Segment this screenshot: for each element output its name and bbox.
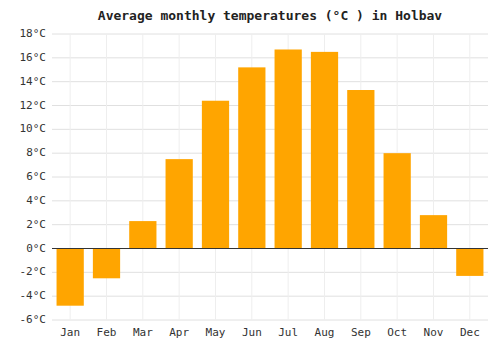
y-tick-label: 4°C	[26, 194, 46, 207]
x-tick-label: Jun	[242, 326, 262, 339]
y-grid-line	[52, 129, 488, 130]
y-grid-line	[52, 57, 488, 58]
x-tick-label: Feb	[97, 326, 117, 339]
y-tick-label: 10°C	[20, 122, 47, 135]
x-tick-label: Jan	[60, 326, 80, 339]
x-grid-line	[433, 34, 434, 320]
bar	[347, 90, 374, 248]
y-tick-label: 0°C	[26, 242, 46, 255]
chart-container: -6°C -4°C -2°C 0°C 2°C 4°C 6°C 8°C 10°C 12°C 14°C 1…	[0, 0, 500, 350]
x-tick-label: Mar	[133, 326, 153, 339]
y-tick-label: 16°C	[20, 51, 47, 64]
y-grid-line	[52, 153, 488, 154]
y-grid-line	[52, 34, 488, 35]
x-tick-label: May	[206, 326, 226, 339]
x-tick-label: Oct	[387, 326, 407, 339]
y-tick-label: 18°C	[20, 27, 47, 40]
bars	[57, 49, 484, 305]
x-tick-label: Sep	[351, 326, 371, 339]
x-grid-line	[142, 34, 143, 320]
title: Average monthly temperatures (°C ) in Ho…	[98, 8, 443, 23]
bar	[456, 249, 483, 276]
bar	[202, 101, 229, 249]
x-tick-label: Jul	[278, 326, 298, 339]
bar	[420, 215, 447, 248]
bar	[129, 221, 156, 248]
y-tick-label: 2°C	[26, 218, 46, 231]
x-tick-label: Dec	[460, 326, 480, 339]
bar	[166, 159, 193, 248]
y-tick-label: 6°C	[26, 170, 46, 183]
y-grid-line	[52, 81, 488, 82]
bar	[93, 249, 120, 279]
bar	[57, 249, 84, 306]
zero-line	[52, 248, 488, 249]
bar	[238, 67, 265, 248]
bar	[275, 49, 302, 248]
y-grid-line	[52, 105, 488, 106]
y-tick-label: -2°C	[20, 265, 47, 278]
bar	[384, 153, 411, 248]
y-axis: -6°C -4°C -2°C 0°C 2°C 4°C 6°C 8°C 10°C 12°C 14°C 1…	[20, 27, 47, 326]
x-tick-label: Nov	[424, 326, 444, 339]
x-tick-label: Aug	[315, 326, 335, 339]
y-tick-label: -4°C	[20, 289, 47, 302]
y-grid-line	[52, 248, 488, 249]
y-tick-label: 8°C	[26, 146, 46, 159]
y-grid-line	[52, 320, 488, 321]
grid	[52, 34, 488, 320]
x-axis: Jan Feb Mar Apr May Jun Jul Aug Sep Oct Nov Dec	[60, 326, 480, 339]
y-tick-label: 12°C	[20, 99, 47, 112]
y-grid-line	[52, 296, 488, 297]
y-tick-label: -6°C	[20, 313, 47, 326]
x-tick-label: Apr	[169, 326, 189, 339]
y-grid-line	[52, 200, 488, 201]
y-grid-line	[52, 177, 488, 178]
chart: -6°C -4°C -2°C 0°C 2°C 4°C 6°C 8°C 10°C 12°C 14°C 1…	[0, 0, 500, 350]
x-grid-line	[469, 34, 470, 320]
y-tick-label: 14°C	[20, 75, 47, 88]
bar	[311, 52, 338, 249]
